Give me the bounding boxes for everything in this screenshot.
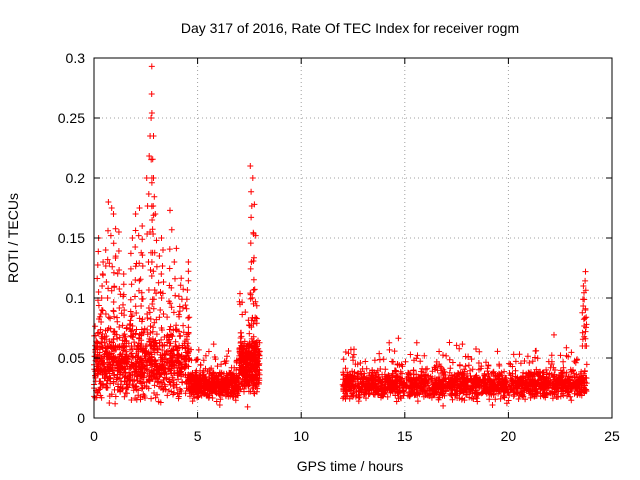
- y-tick-label: 0.25: [58, 110, 85, 126]
- x-tick-label: 20: [501, 428, 517, 444]
- x-tick-label: 25: [604, 428, 620, 444]
- chart-title: Day 317 of 2016, Rate Of TEC Index for r…: [181, 20, 519, 36]
- axis-ticks: 0 5 10 15 20 25 0 0.05 0.1 0.15 0.2 0.25 0.3: [58, 50, 620, 444]
- roti-point-markers: [91, 63, 590, 410]
- x-tick-label: 15: [397, 428, 413, 444]
- y-tick-label: 0: [77, 410, 85, 426]
- y-tick-label: 0.05: [58, 350, 85, 366]
- x-axis-label: GPS time / hours: [297, 458, 404, 474]
- y-tick-label: 0.3: [66, 50, 86, 66]
- y-axis-label: ROTI / TECUs: [5, 193, 21, 283]
- y-tick-label: 0.1: [66, 290, 86, 306]
- x-tick-label: 5: [194, 428, 202, 444]
- y-tick-label: 0.2: [66, 170, 86, 186]
- data-points: [91, 63, 590, 410]
- y-tick-label: 0.15: [58, 230, 85, 246]
- x-tick-label: 0: [90, 428, 98, 444]
- x-tick-label: 10: [293, 428, 309, 444]
